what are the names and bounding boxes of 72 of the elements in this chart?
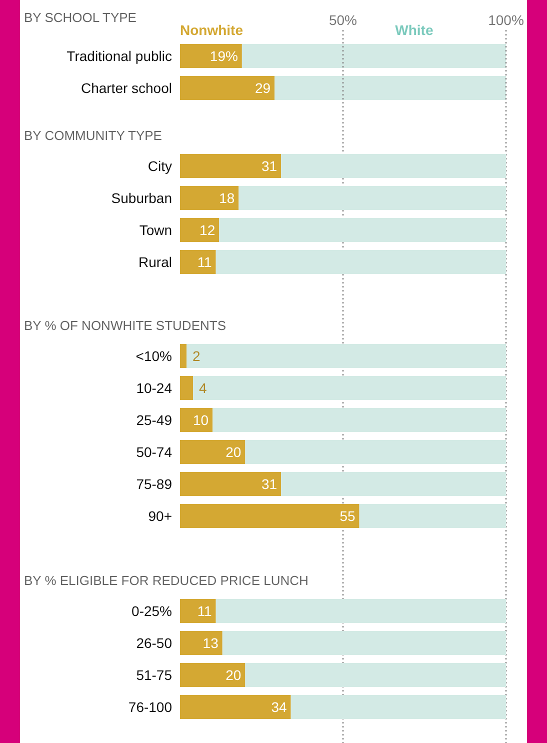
category-label: 10-24: [136, 380, 172, 396]
bar: [180, 440, 246, 464]
bar: [180, 76, 275, 100]
category-label: <10%: [136, 348, 172, 364]
chart-title: BY SCHOOL TYPE: [24, 10, 137, 25]
category-label: 90+: [148, 508, 172, 524]
data-label: 55: [340, 508, 356, 524]
series-label: White: [395, 22, 434, 38]
bar: [222, 631, 506, 655]
bar: [186, 344, 506, 368]
x-tick-label: 50%: [328, 12, 358, 28]
category-label: 75-89: [136, 476, 172, 492]
bar: [290, 695, 506, 719]
bar: [180, 504, 360, 528]
category-label: 76-100: [128, 698, 172, 715]
data-label: 19%: [210, 48, 238, 64]
bar: [245, 663, 506, 687]
data-label: 31: [261, 476, 278, 492]
data-label: 4: [199, 380, 208, 396]
data-label: 34: [271, 698, 288, 715]
category-label: 25-49: [136, 412, 172, 428]
bar: [216, 599, 506, 623]
bar: [180, 376, 194, 400]
bar: [180, 44, 242, 68]
data-label: 2: [192, 348, 201, 364]
bar: [180, 154, 282, 178]
chart-title: BY % OF NONWHITE STUDENTS: [24, 318, 226, 333]
bar: [219, 218, 506, 242]
bar: [180, 599, 216, 623]
category-label: 26-50: [136, 634, 172, 651]
data-label: 11: [197, 254, 212, 270]
bar: [180, 186, 239, 210]
category-label: Suburban: [111, 190, 172, 206]
bar: [281, 472, 506, 496]
category-label: Rural: [138, 254, 172, 270]
category-label: 51-75: [136, 666, 172, 683]
data-label: 10: [193, 412, 209, 428]
y-tick-label: Charter school: [80, 80, 172, 96]
data-label: 12: [200, 222, 216, 238]
data-label: 13: [202, 634, 219, 651]
bar: [245, 440, 506, 464]
category-label: 50-74: [136, 444, 172, 460]
category-label: Town: [139, 222, 172, 238]
bar: [180, 472, 282, 496]
bar: [180, 695, 291, 719]
x-tick-label: 100%: [488, 12, 524, 28]
bar: [180, 408, 213, 432]
bar: [238, 186, 506, 210]
data-label: 18: [219, 190, 235, 206]
category-label: 0-25%: [132, 602, 172, 619]
bar: [180, 344, 187, 368]
bar: [281, 154, 506, 178]
y-tick-label: Traditional public: [66, 48, 172, 64]
series-label: Nonwhite: [180, 22, 244, 38]
data-label: 20: [226, 666, 242, 683]
bar: [274, 76, 506, 100]
category-label: City: [148, 158, 172, 174]
bar: [242, 44, 506, 68]
bar: [212, 408, 506, 432]
data-label: 20: [226, 444, 242, 460]
bar: [180, 663, 246, 687]
data-label: 31: [261, 158, 278, 174]
chart-title: BY COMMUNITY TYPE: [24, 128, 162, 143]
bar: [180, 218, 220, 242]
bar: [180, 631, 222, 655]
bar: [359, 504, 506, 528]
bar: [180, 250, 216, 274]
chart-title: BY % ELIGIBLE FOR REDUCED PRICE LUNCH: [24, 573, 308, 588]
data-label: 29: [254, 80, 271, 96]
bar: [193, 376, 506, 400]
data-label: 11: [197, 602, 212, 619]
bar: [216, 250, 506, 274]
